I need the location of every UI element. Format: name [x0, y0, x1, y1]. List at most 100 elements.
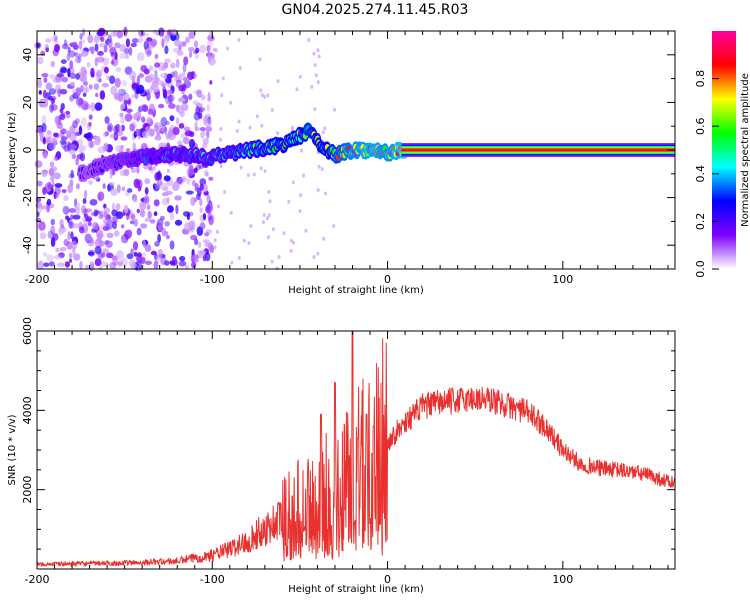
spectrogram-noise-cell [260, 123, 264, 128]
spectrogram-noise-cell [323, 126, 327, 131]
spectrogram-noise-cell [132, 241, 139, 251]
spectrogram-noise-cell [197, 241, 202, 248]
spectrogram-x-tick-label: -200 [25, 273, 50, 286]
spectrogram-noise-cell [127, 99, 131, 105]
spectrogram-noise-cell [109, 46, 117, 55]
spectrogram-noise-cell [96, 56, 105, 63]
spectrogram-noise-cell [249, 224, 253, 229]
spectrogram-noise-cell [147, 88, 153, 94]
spectrogram-noise-cell [106, 75, 110, 81]
spectrogram-noise-cell [205, 171, 209, 177]
spectrogram-noise-cell [289, 248, 293, 253]
spectrogram-band [401, 148, 675, 152]
spectrogram-noise-cell [146, 37, 153, 42]
spectrogram-noise-cell [126, 253, 134, 260]
spectrogram-noise-cell [49, 261, 55, 267]
spectrogram-noise-cell [66, 52, 71, 62]
spectrogram-noise-cell [41, 73, 49, 78]
spectrogram-noise-cell [215, 229, 219, 234]
spectrogram-noise-cell [72, 120, 78, 129]
spectrogram-noise-cell [45, 92, 52, 100]
spectrogram-noise-cell [154, 183, 161, 189]
spectrogram-noise-cell [147, 210, 152, 220]
spectrogram-noise-cell [136, 75, 140, 86]
spectrogram-noise-cell [267, 213, 271, 218]
spectrogram-noise-cell [229, 210, 233, 215]
spectrogram-noise-cell [65, 110, 70, 115]
spectrogram-noise-cell [320, 167, 324, 171]
colorbar-label: Normalized spectral amplitude [740, 73, 750, 227]
spectrogram-noise-cell [164, 72, 168, 83]
spectrogram-noise-cell [163, 175, 171, 182]
spectrogram-noise-cell [221, 76, 225, 81]
spectrogram-noise-cell [94, 135, 101, 146]
spectrogram-noise-cell [258, 57, 262, 62]
spectrogram-noise-cell [99, 210, 104, 218]
spectrogram-noise-cell [109, 75, 116, 84]
spectrogram-noise-cell [53, 132, 59, 138]
spectrogram-noise-cell [69, 60, 74, 70]
spectrogram-x-tick-label: -100 [200, 273, 225, 286]
spectrogram-noise-cell [108, 42, 113, 49]
spectrogram-noise-cell [129, 123, 135, 132]
spectrogram-noise-cell [49, 103, 54, 113]
spectrogram-noise-cell [174, 219, 183, 226]
spectrogram-ridge-layer [77, 122, 675, 183]
spectrogram-noise-cell [219, 126, 223, 131]
spectrogram-noise-cell [175, 117, 180, 125]
spectrogram-noise-cell [299, 193, 303, 198]
spectrogram-noise-cell [83, 103, 91, 110]
spectrogram-noise-cell [184, 222, 190, 231]
spectrogram-noise-cell [36, 180, 43, 187]
spectrogram-noise-cell [75, 87, 82, 97]
spectrogram-noise-cell [179, 111, 185, 118]
spectrogram-noise-cell [46, 198, 52, 206]
spectrogram-noise-cell [146, 50, 152, 56]
spectrogram-noise-cell [322, 236, 326, 241]
snr-y-tick-label: 6000 [21, 317, 34, 345]
spectrogram-noise-cell [219, 137, 223, 142]
spectrogram-noise-cell [82, 216, 86, 222]
spectrogram-noise-cell [52, 166, 58, 172]
spectrogram-noise-cell [259, 166, 263, 171]
spectrogram-noise-cell [58, 227, 64, 236]
spectrogram-noise-cell [175, 204, 179, 215]
spectrogram-noise-cell [226, 46, 229, 51]
spectrogram-noise-cell [84, 208, 93, 213]
spectrogram-noise-cell [161, 192, 169, 197]
spectrogram-noise-cell [50, 60, 56, 68]
spectrogram-noise-cell [60, 67, 68, 74]
spectrogram-noise-cell [191, 254, 199, 260]
spectrogram-noise-cell [172, 47, 180, 53]
spectrogram-noise-cell [141, 104, 148, 112]
spectrogram-noise-cell [159, 215, 165, 221]
spectrogram-noise-cell [127, 229, 133, 236]
spectrogram-noise-cell [159, 80, 165, 86]
spectrogram-noise-cell [97, 232, 102, 242]
spectrogram-noise-cell [42, 98, 49, 108]
spectrogram-noise-cell [120, 116, 125, 124]
spectrogram-noise-cell [138, 105, 143, 113]
spectrogram-noise-cell [139, 209, 146, 218]
spectrogram-noise-cell [106, 252, 114, 259]
spectrogram-noise-cell [136, 227, 142, 236]
spectrogram-noise-cell [82, 144, 87, 152]
spectrogram-noise-cell [213, 238, 217, 243]
spectrogram-noise-cell [45, 47, 49, 53]
spectrogram-noise-cell [160, 255, 167, 266]
spectrogram-noise-cell [94, 57, 99, 67]
spectrogram-noise-cell [102, 143, 109, 152]
spectrogram-noise-cell [102, 226, 110, 231]
spectrogram-noise-cell [42, 186, 47, 195]
spectrogram-noise-cell [102, 248, 110, 254]
snr-x-tick-label: 0 [384, 573, 391, 586]
spectrogram-noise-cell [97, 191, 105, 201]
spectrogram-noise-cell [164, 126, 168, 136]
spectrogram-noise-cell [107, 184, 111, 193]
spectrogram-noise-cell [263, 169, 267, 174]
spectrogram-noise-cell [131, 81, 139, 91]
spectrogram-noise-cell [186, 168, 194, 177]
spectrogram-noise-cell [161, 38, 165, 48]
spectrogram-noise-cell [166, 168, 171, 173]
spectrogram-noise-cell [157, 233, 162, 243]
